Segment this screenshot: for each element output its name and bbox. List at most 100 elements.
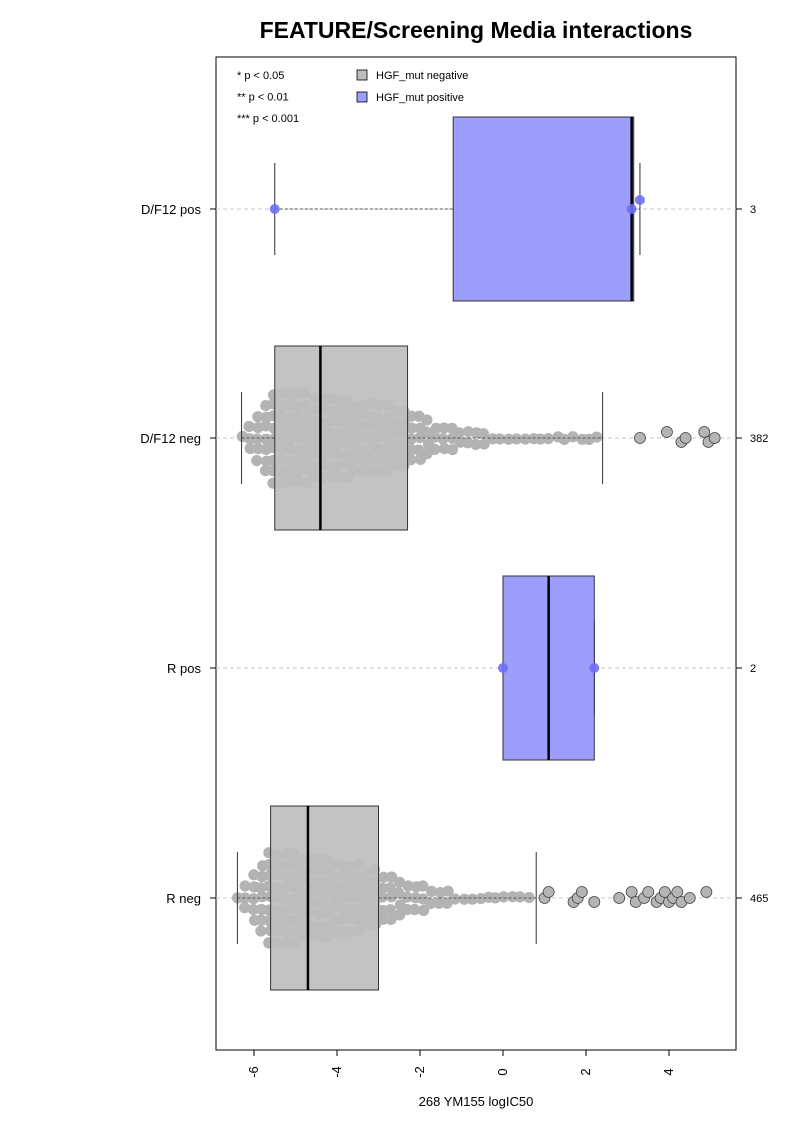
- data-point: [384, 882, 396, 894]
- data-point: [567, 431, 579, 443]
- data-point: [519, 433, 531, 445]
- significance-legend-item: ** p < 0.01: [237, 92, 289, 104]
- data-point: [417, 880, 429, 892]
- chart-title: FEATURE/Screening Media interactions: [260, 17, 693, 43]
- group-labels: D/F12 pos 3 D/F12 neg 382 R pos 2 R neg 465: [140, 202, 768, 906]
- data-point: [269, 204, 280, 214]
- outlier-point: [542, 886, 555, 898]
- data-point: [376, 882, 388, 894]
- data-point: [239, 880, 251, 892]
- outlier-point: [700, 886, 713, 898]
- data-point: [256, 891, 268, 903]
- data-point: [385, 913, 397, 925]
- data-point: [252, 411, 264, 423]
- data-point: [384, 904, 396, 916]
- data-point: [247, 904, 259, 916]
- data-point: [634, 195, 645, 205]
- data-point: [376, 891, 388, 903]
- x-tick-label: -2: [412, 1066, 427, 1078]
- data-point: [405, 433, 417, 445]
- data-point: [259, 465, 272, 477]
- group-label: R pos: [167, 661, 201, 676]
- data-point: [558, 433, 570, 445]
- group-label: D/F12 pos: [141, 202, 201, 217]
- data-point: [478, 438, 490, 450]
- group-label: R neg: [166, 891, 201, 906]
- data-point: [626, 204, 637, 214]
- legend-item: HGF_mut negative: [376, 70, 468, 82]
- data-point: [442, 885, 454, 897]
- data-point: [503, 433, 515, 445]
- x-tick-label: -6: [246, 1066, 261, 1078]
- data-point: [498, 663, 508, 673]
- outlier-point: [683, 892, 696, 904]
- data-point: [402, 880, 414, 892]
- x-axis-label: 268 YM155 logIC50: [419, 1094, 534, 1109]
- data-point: [466, 893, 479, 905]
- data-point: [514, 891, 526, 903]
- x-tick-label: 4: [661, 1068, 676, 1075]
- data-point: [378, 871, 390, 883]
- plot-area: [215, 56, 737, 1051]
- outlier-point: [679, 432, 692, 444]
- data-point: [385, 871, 398, 883]
- data-point: [449, 893, 461, 905]
- x-axis: -6 -4 -2 0 2 4: [246, 1050, 676, 1078]
- outlier-point: [634, 432, 646, 444]
- data-point: [542, 433, 554, 445]
- data-point: [421, 426, 433, 438]
- data-point: [394, 876, 406, 888]
- data-point: [248, 893, 260, 905]
- data-point: [437, 433, 449, 445]
- outlier-point: [575, 886, 588, 898]
- data-point: [409, 903, 421, 916]
- data-point: [470, 438, 482, 451]
- data-point: [498, 891, 510, 903]
- box: [452, 116, 635, 302]
- outlier-point: [642, 886, 655, 898]
- box: [270, 805, 380, 991]
- data-point: [418, 904, 430, 917]
- data-point: [421, 414, 433, 426]
- data-point: [438, 422, 450, 434]
- outlier-point: [661, 426, 673, 438]
- group-count: 465: [750, 893, 768, 905]
- data-point: [510, 433, 523, 445]
- data-point: [251, 454, 263, 467]
- data-point: [406, 422, 418, 434]
- group-count: 382: [750, 433, 768, 445]
- data-point: [392, 887, 405, 899]
- legend: * p < 0.05 ** p < 0.01 *** p < 0.001 HGF_mu…: [237, 69, 468, 125]
- legend-swatch: [356, 69, 368, 81]
- x-tick-label: -4: [329, 1066, 344, 1078]
- data-point: [458, 893, 471, 905]
- significance-legend-item: * p < 0.05: [237, 70, 284, 82]
- box: [274, 345, 409, 531]
- data-point: [433, 897, 445, 909]
- outlier-point: [588, 896, 601, 908]
- data-point: [243, 420, 255, 432]
- outlier-point: [708, 432, 721, 444]
- data-point: [401, 891, 413, 903]
- data-point: [255, 925, 267, 937]
- legend-item: HGF_mut positive: [376, 92, 464, 104]
- group-label: D/F12 neg: [140, 431, 201, 446]
- grid-lines: [216, 208, 736, 899]
- data-point: [251, 433, 263, 445]
- significance-legend-item: *** p < 0.001: [237, 113, 299, 125]
- data-point: [425, 897, 437, 910]
- outlier-point: [625, 886, 638, 898]
- data-point: [430, 422, 442, 434]
- legend-swatch: [356, 91, 368, 103]
- boxes: [236, 116, 641, 991]
- data-point: [589, 663, 600, 673]
- x-tick-label: 2: [578, 1068, 593, 1075]
- x-tick-label: 0: [495, 1068, 510, 1075]
- outlier-point: [698, 426, 711, 438]
- data-point: [477, 428, 489, 440]
- data-point: [244, 442, 256, 455]
- outlier-point: [613, 892, 626, 904]
- outlier-point: [658, 886, 671, 898]
- data-point: [534, 433, 546, 445]
